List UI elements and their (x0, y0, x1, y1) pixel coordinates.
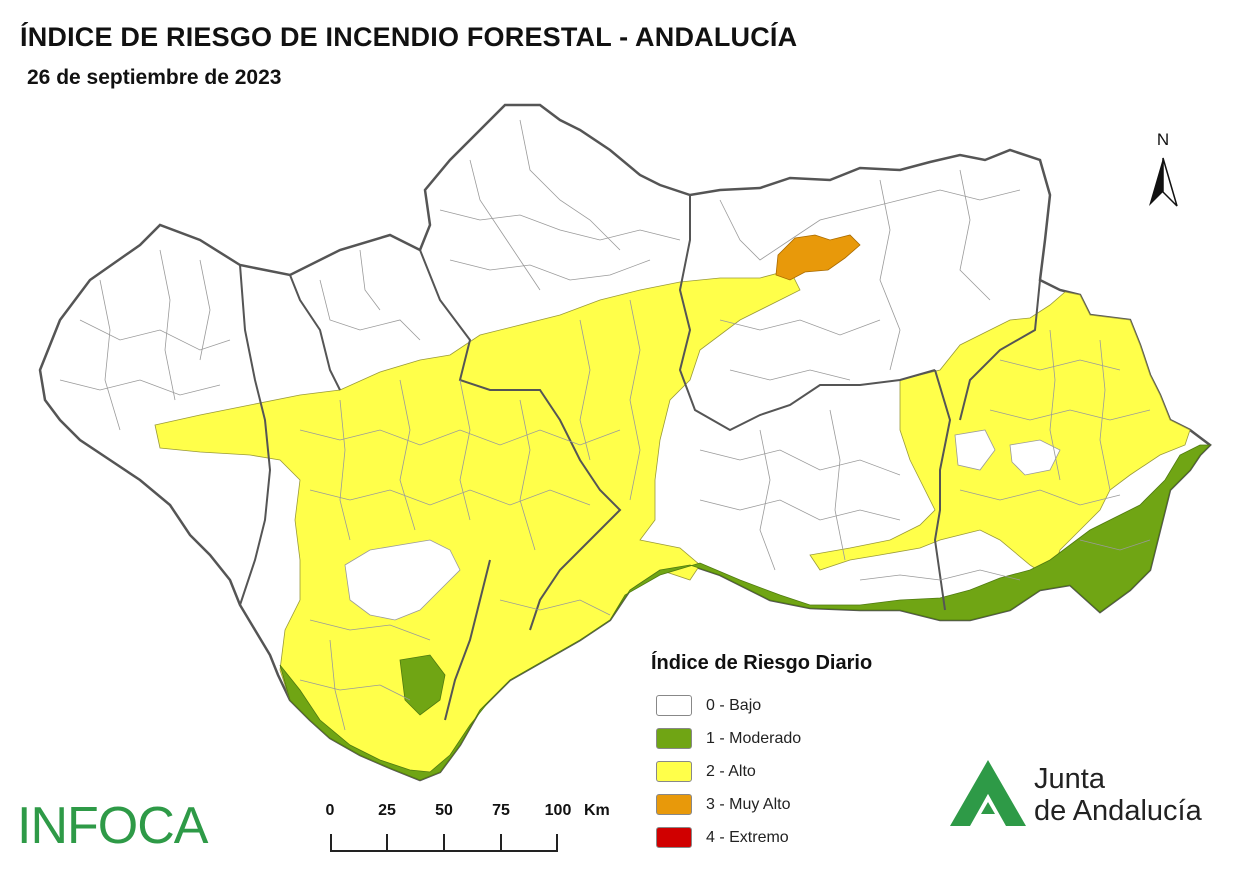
legend-label: 2 - Alto (706, 762, 756, 780)
scale-tick (330, 834, 332, 852)
scale-label-75: 75 (492, 802, 510, 819)
north-arrow-icon (1149, 157, 1178, 207)
scale-label-100: 100 (544, 802, 572, 819)
legend: Índice de Riesgo Diario 0 - Bajo 1 - Mod… (651, 652, 872, 854)
legend-item-muy-alto: 3 - Muy Alto (651, 788, 872, 821)
scale-tick (556, 834, 558, 852)
legend-title: Índice de Riesgo Diario (651, 652, 873, 674)
legend-item-extremo: 4 - Extremo (651, 821, 872, 854)
north-label: N (1156, 130, 1170, 149)
legend-swatch-bajo (656, 695, 692, 716)
legend-swatch-alto (656, 761, 692, 782)
scale-tick (443, 834, 445, 852)
scale-tick (500, 834, 502, 852)
legend-label: 1 - Moderado (706, 729, 802, 747)
junta-andalucia-logo-icon (950, 760, 1026, 826)
scale-label-0: 0 (325, 802, 335, 819)
junta-andalucia-logo-text: Junta de Andalucía (1034, 763, 1202, 827)
legend-label: 3 - Muy Alto (706, 795, 791, 813)
map-title: ÍNDICE DE RIESGO DE INCENDIO FORESTAL - … (20, 22, 798, 52)
scale-tick (386, 834, 388, 852)
scale-label-50: 50 (435, 802, 453, 819)
scale-bar: 0 25 50 75 100 Km (322, 800, 612, 860)
legend-item-alto: 2 - Alto (651, 755, 872, 788)
scale-label-25: 25 (378, 802, 396, 819)
junta-line2: de Andalucía (1034, 795, 1202, 827)
legend-swatch-moderado (656, 728, 692, 749)
zone-moderado (279, 444, 1211, 781)
legend-item-bajo: 0 - Bajo (651, 689, 872, 722)
legend-label: 0 - Bajo (706, 696, 762, 714)
province-boundaries (239, 195, 1041, 721)
zone-muy-alto (775, 234, 861, 281)
junta-line1: Junta (1034, 763, 1105, 795)
municipal-boundaries (59, 119, 1151, 731)
scale-unit: Km (584, 802, 610, 819)
legend-swatch-muy-alto (656, 794, 692, 815)
map-date: 26 de septiembre de 2023 (27, 66, 282, 89)
north-arrow: N (1145, 130, 1181, 210)
legend-swatch-extremo (656, 827, 692, 848)
infoca-logo: INFOCA (17, 797, 208, 855)
legend-item-moderado: 1 - Moderado (651, 722, 872, 755)
legend-label: 4 - Extremo (706, 828, 789, 846)
zone-bajo-pockets (344, 429, 1061, 621)
